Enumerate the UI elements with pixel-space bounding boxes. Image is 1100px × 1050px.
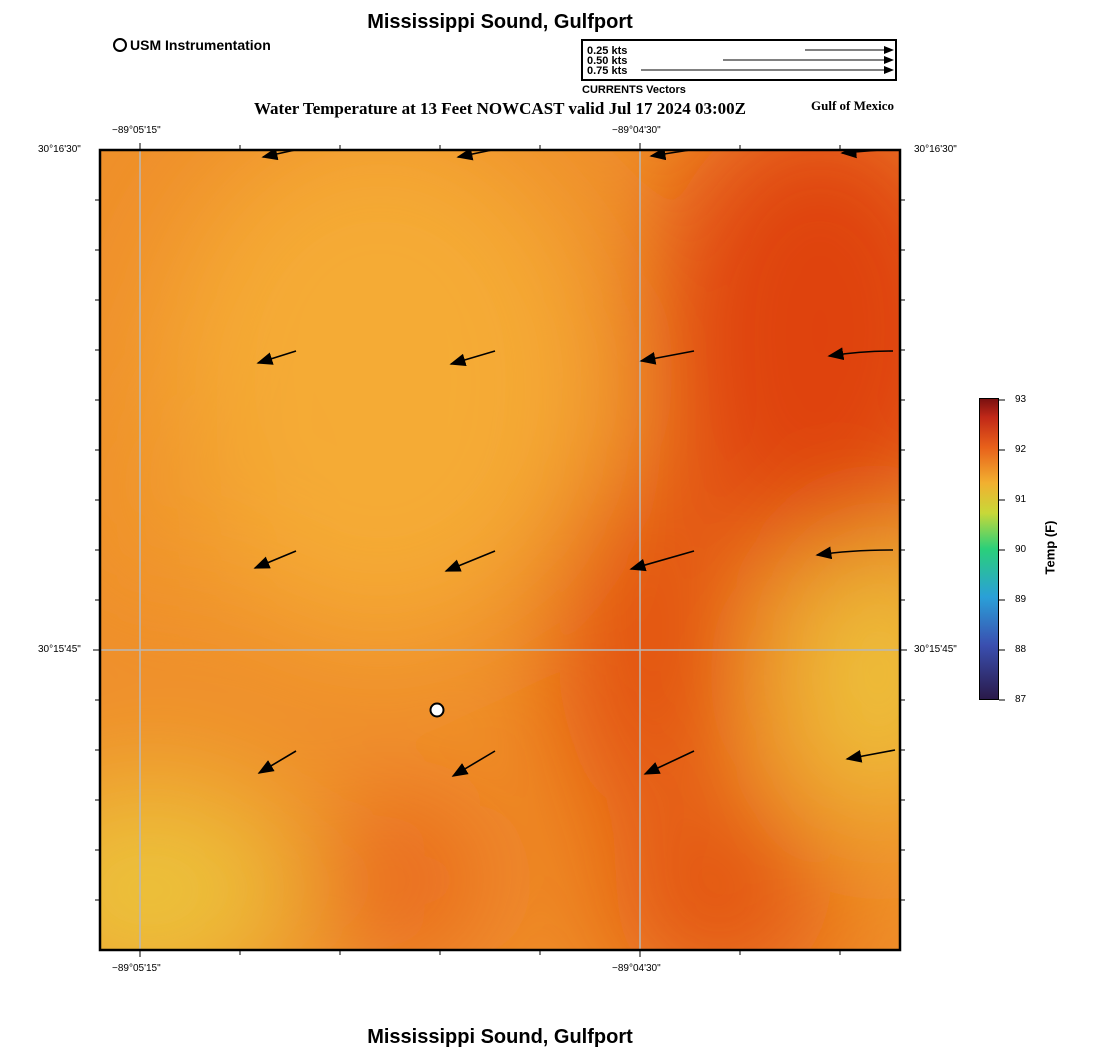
lon-tick-label: −89°04'30" bbox=[612, 125, 661, 136]
current-arrow-icon bbox=[639, 350, 695, 365]
lat-tick-label: 30°16'30" bbox=[38, 144, 81, 155]
lat-tick-label: 30°16'30" bbox=[914, 144, 957, 155]
graticule bbox=[100, 150, 900, 950]
colorbar-label: Temp (F) bbox=[1042, 520, 1058, 575]
colorbar-tick-label: 90 bbox=[1015, 544, 1027, 555]
current-arrow-icon bbox=[827, 347, 894, 361]
current-arrow-icon bbox=[840, 150, 881, 159]
current-arrow-icon bbox=[629, 550, 695, 572]
vector-scale-label: 0.25 kts bbox=[587, 45, 628, 57]
station-legend-label: USM Instrumentation bbox=[130, 37, 271, 53]
lon-tick-label: −89°05'15" bbox=[112, 963, 161, 974]
colorbar-ticks bbox=[999, 399, 1005, 701]
frame-ticks bbox=[93, 143, 907, 957]
usm-station-marker[interactable] bbox=[429, 702, 445, 718]
colorbar-tick-label: 93 bbox=[1015, 394, 1027, 405]
current-arrow-icon bbox=[456, 150, 493, 161]
current-arrow-icon bbox=[261, 150, 296, 161]
colorbar-tick-label: 91 bbox=[1015, 494, 1027, 505]
vector-caption: CURRENTS Vectors bbox=[582, 84, 686, 96]
current-arrow-icon bbox=[649, 150, 691, 161]
current-arrow-icon bbox=[845, 749, 896, 763]
station-legend: USM Instrumentation bbox=[113, 37, 271, 53]
current-arrow-icon bbox=[257, 750, 297, 774]
current-arrow-icon bbox=[643, 750, 695, 775]
current-arrow-icon bbox=[449, 350, 496, 367]
lat-tick-label: 30°15'45" bbox=[914, 644, 957, 655]
current-arrow-icon bbox=[253, 550, 297, 569]
vector-scale-arrows bbox=[641, 46, 894, 74]
map-title: Mississippi Sound, Gulfport bbox=[367, 11, 633, 33]
temperature-field bbox=[100, 150, 900, 950]
current-vectors bbox=[253, 150, 896, 777]
current-arrow-icon bbox=[815, 546, 894, 560]
temperature-colorbar bbox=[979, 398, 999, 700]
colorbar-tick-label: 87 bbox=[1015, 694, 1027, 705]
colorbar-tick-label: 89 bbox=[1015, 594, 1027, 605]
vector-scale-label: 0.50 kts bbox=[587, 55, 628, 67]
lat-tick-label: 30°15'45" bbox=[38, 644, 81, 655]
vector-scale-label: 0.75 kts bbox=[587, 65, 628, 77]
colorbar-tick-label: 92 bbox=[1015, 444, 1027, 455]
region-label: Gulf of Mexico bbox=[811, 98, 895, 113]
current-arrow-icon bbox=[444, 550, 496, 572]
lon-tick-label: −89°04'30" bbox=[612, 963, 661, 974]
lon-tick-label: −89°05'15" bbox=[112, 125, 161, 136]
map-subtitle: Water Temperature at 13 Feet NOWCAST val… bbox=[253, 99, 747, 118]
colorbar-tick-label: 88 bbox=[1015, 644, 1027, 655]
station-marker-icon bbox=[113, 38, 127, 52]
current-arrow-icon bbox=[256, 350, 297, 365]
vector-scale-legend: 0.25 kts 0.50 kts 0.75 kts bbox=[581, 39, 897, 81]
current-arrow-icon bbox=[451, 750, 496, 777]
footer-title: Mississippi Sound, Gulfport bbox=[367, 1026, 633, 1048]
